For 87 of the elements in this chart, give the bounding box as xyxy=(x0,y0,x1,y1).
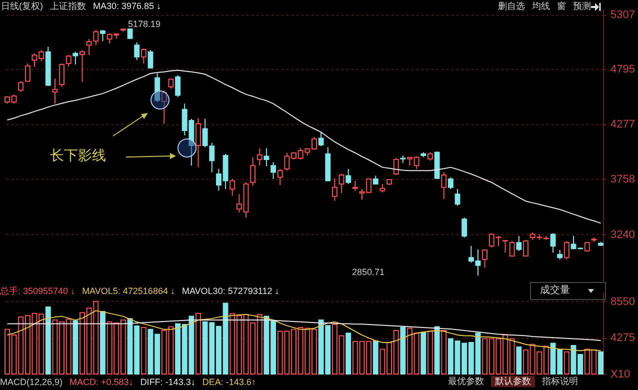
annotation: 均线 xyxy=(532,1,550,12)
candlestick xyxy=(338,174,344,194)
candlestick xyxy=(277,168,283,186)
bar xyxy=(45,306,51,374)
bar xyxy=(434,326,440,374)
candlestick xyxy=(80,50,85,82)
candlestick xyxy=(454,188,460,206)
text: DIFF: -143.3↓ xyxy=(140,377,196,388)
candlestick xyxy=(516,235,522,252)
text: MA30: 3976.85 ↓ xyxy=(93,1,162,12)
candlestick xyxy=(140,48,146,64)
annotation: 成交量 xyxy=(540,285,570,296)
bar xyxy=(564,351,570,374)
line-series xyxy=(6,70,602,224)
text: MAVOL30: 572793112 ↓ xyxy=(182,286,280,297)
bar xyxy=(516,346,522,374)
candlestick xyxy=(256,148,262,166)
candlestick xyxy=(59,63,65,88)
candlestick xyxy=(332,178,338,202)
candlestick xyxy=(72,51,78,65)
candlestick xyxy=(154,72,160,102)
annotation: 上证指数 xyxy=(50,1,86,12)
bar xyxy=(441,330,447,374)
bar xyxy=(420,332,426,374)
button: 默认参数 xyxy=(491,376,535,387)
candlestick xyxy=(502,239,508,254)
y-tick-label: 3758 xyxy=(610,174,635,186)
candlestick xyxy=(523,239,528,258)
candlestick xyxy=(557,249,563,260)
text: MAVOL5: 472516864 ↓ xyxy=(82,286,175,297)
candlestick xyxy=(250,156,256,186)
bar xyxy=(100,310,106,374)
annotation: 窗 xyxy=(557,1,566,12)
y-tick-label: 4275 xyxy=(610,332,635,344)
candlestick xyxy=(462,216,468,238)
candlestick xyxy=(264,148,270,167)
candlestick xyxy=(318,132,324,147)
annotation: 2850.71 xyxy=(352,267,385,278)
candlestick xyxy=(230,178,236,196)
text: DEA: -143.6↑ xyxy=(202,377,256,388)
candlestick xyxy=(24,63,30,82)
candlestick xyxy=(168,78,174,90)
bar xyxy=(196,312,201,374)
annotation: 预测 xyxy=(573,1,591,12)
candlestick xyxy=(441,172,447,200)
y-tick-label: 4795 xyxy=(610,64,635,76)
candlestick xyxy=(196,118,201,168)
bar xyxy=(372,340,378,374)
candlestick xyxy=(66,54,72,68)
candlestick xyxy=(148,50,154,69)
bar xyxy=(428,330,433,374)
y-tick-label: 8550 xyxy=(610,296,635,308)
line-series xyxy=(6,310,602,352)
candlestick xyxy=(18,80,24,92)
candlestick xyxy=(448,176,454,190)
candlestick xyxy=(346,168,352,184)
line-series xyxy=(6,320,602,342)
candlestick xyxy=(175,74,180,98)
bar xyxy=(346,332,352,374)
candlestick xyxy=(270,162,276,180)
series-label: 总手: 350955740 ↓ xyxy=(0,286,76,297)
bar xyxy=(72,320,78,374)
text: MACD(12,26,9) xyxy=(0,377,63,388)
candlestick xyxy=(134,42,140,61)
annotation: 5178.19 xyxy=(128,19,161,30)
y-tick-label: X10 xyxy=(610,368,630,380)
candlestick xyxy=(393,158,399,176)
bar xyxy=(598,351,604,374)
bar xyxy=(400,327,406,374)
text: 指标说明 xyxy=(542,376,578,387)
text: 最优参数 xyxy=(448,376,484,387)
text: MACD: +0.583↓ xyxy=(70,377,134,388)
annotation: 删自选 xyxy=(498,1,525,12)
candlestick xyxy=(564,240,570,260)
candlestick xyxy=(509,240,515,258)
candlestick xyxy=(352,180,358,192)
y-tick-label: 4277 xyxy=(610,118,635,131)
bar xyxy=(140,327,146,374)
y-tick-label: 3240 xyxy=(610,228,635,241)
candlestick xyxy=(550,232,556,254)
annotation: 日线(复权) xyxy=(1,1,43,12)
y-tick-label: 5307 xyxy=(610,9,635,22)
candlestick xyxy=(161,90,167,124)
candlestick xyxy=(52,78,58,104)
annotation: 长下影线 xyxy=(50,147,106,163)
candlestick xyxy=(100,30,106,42)
candlestick xyxy=(482,248,488,268)
